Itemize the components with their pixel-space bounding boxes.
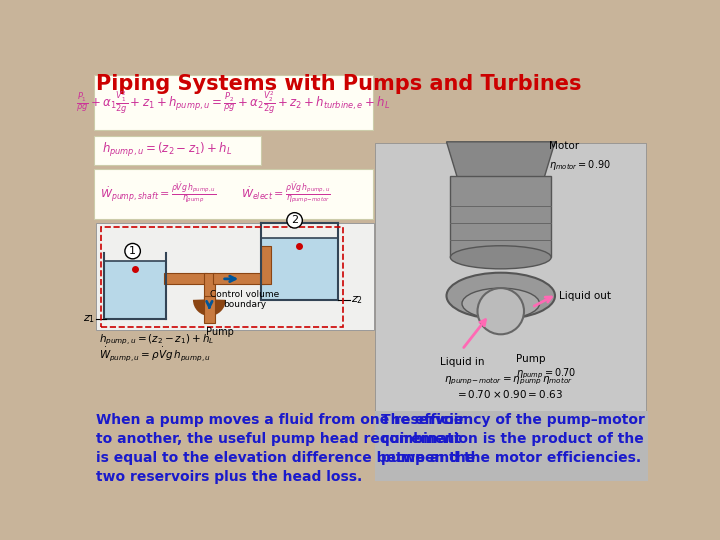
- Bar: [164, 273, 207, 284]
- Bar: [94, 136, 261, 165]
- Text: $\eta_{pump\!-\!motor}=\eta_{pump}\,\eta_{motor}$: $\eta_{pump\!-\!motor}=\eta_{pump}\,\eta…: [444, 375, 573, 388]
- Bar: [90, 411, 374, 481]
- Circle shape: [287, 213, 302, 228]
- Text: $h_{pump,u}=(z_2-z_1)+h_L$: $h_{pump,u}=(z_2-z_1)+h_L$: [102, 141, 232, 159]
- Text: 1: 1: [129, 246, 136, 256]
- Bar: [94, 75, 373, 130]
- Text: 2: 2: [291, 215, 298, 225]
- Polygon shape: [446, 142, 555, 180]
- Text: Liquid in: Liquid in: [440, 357, 485, 367]
- Text: $h_{pump,u}=(z_2-z_1)+h_L$: $h_{pump,u}=(z_2-z_1)+h_L$: [99, 333, 215, 347]
- Text: $\eta_{motor}=0.90$: $\eta_{motor}=0.90$: [549, 158, 611, 172]
- Text: $=0.70\times0.90=0.63$: $=0.70\times0.90=0.63$: [454, 388, 562, 400]
- Text: $z_1$: $z_1$: [83, 313, 94, 325]
- Bar: [204, 296, 215, 323]
- Bar: [213, 273, 264, 284]
- Bar: [375, 411, 648, 481]
- Ellipse shape: [446, 273, 555, 319]
- Text: $\dot{W}_{elect}=\frac{\rho\dot{V}g\,h_{pump,u}}{\eta_{pump\!-\!motor}}$: $\dot{W}_{elect}=\frac{\rho\dot{V}g\,h_{…: [241, 181, 330, 206]
- Text: Motor: Motor: [549, 140, 579, 151]
- Text: Control volume
boundary: Control volume boundary: [210, 289, 279, 309]
- Text: $\eta_{pump}=0.70$: $\eta_{pump}=0.70$: [516, 367, 577, 381]
- Bar: [451, 177, 551, 257]
- Ellipse shape: [451, 246, 551, 269]
- Bar: [101, 226, 343, 327]
- Bar: [96, 222, 374, 330]
- Text: $\dot{W}_{pump,u}=\rho\dot{V}g\,h_{pump,u}$: $\dot{W}_{pump,u}=\rho\dot{V}g\,h_{pump,…: [99, 346, 212, 363]
- Text: $\dot{W}_{pump,shaft}=\frac{\rho\dot{V}g\,h_{pump,u}}{\eta_{pump}}$: $\dot{W}_{pump,shaft}=\frac{\rho\dot{V}g…: [100, 181, 217, 206]
- Text: When a pump moves a fluid from one reservoir
to another, the useful pump head re: When a pump moves a fluid from one reser…: [96, 413, 475, 484]
- Bar: [204, 273, 215, 300]
- Text: $z_2$: $z_2$: [351, 294, 363, 306]
- Text: Pump: Pump: [206, 327, 234, 336]
- Bar: [94, 168, 373, 219]
- Text: The efficiency of the pump–motor
combination is the product of the
pump and the : The efficiency of the pump–motor combina…: [381, 413, 644, 465]
- Circle shape: [477, 288, 524, 334]
- Bar: [261, 238, 338, 300]
- Bar: [104, 261, 166, 319]
- Text: Liquid out: Liquid out: [559, 291, 611, 301]
- Bar: [375, 143, 647, 413]
- Circle shape: [125, 244, 140, 259]
- Text: Pump: Pump: [516, 354, 546, 363]
- Text: Piping Systems with Pumps and Turbines: Piping Systems with Pumps and Turbines: [96, 74, 582, 94]
- Bar: [261, 246, 271, 284]
- Text: $\frac{P_1}{\rho g}+\alpha_1\frac{V_1^2}{2g}+z_1+h_{pump,u}$$=\frac{P_2}{\rho g}: $\frac{P_1}{\rho g}+\alpha_1\frac{V_1^2}…: [76, 90, 390, 116]
- Ellipse shape: [462, 288, 539, 319]
